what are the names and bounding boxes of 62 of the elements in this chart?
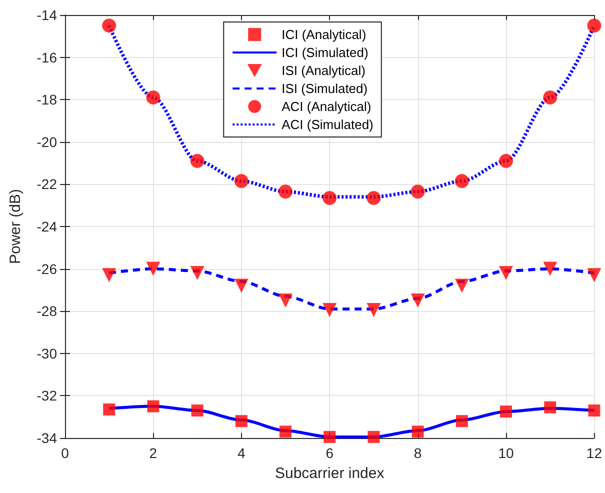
point — [322, 190, 337, 205]
point — [368, 430, 380, 443]
y-tick-label: -22 — [36, 176, 58, 192]
y-tick-label: -34 — [36, 430, 58, 446]
legend-label: ICI (Simulated) — [282, 45, 368, 60]
y-tick-label: -14 — [36, 7, 58, 23]
point — [587, 18, 602, 33]
point — [412, 426, 424, 438]
x-tick-label: 10 — [498, 445, 514, 461]
point — [588, 404, 600, 417]
point — [410, 294, 425, 308]
point — [191, 404, 204, 417]
y-tick-label: -20 — [36, 134, 58, 150]
point — [102, 18, 116, 33]
point — [544, 401, 556, 414]
point — [499, 266, 514, 280]
point — [543, 90, 558, 104]
point — [500, 406, 512, 418]
point — [410, 184, 425, 199]
x-tick-label: 12 — [586, 445, 602, 461]
point — [499, 154, 514, 168]
legend-label: ICI (Analytical) — [282, 27, 366, 42]
point — [103, 403, 116, 416]
point — [190, 266, 204, 280]
legend-label: ACI (Simulated) — [282, 117, 374, 132]
point — [587, 268, 602, 282]
point — [278, 294, 293, 308]
point — [146, 262, 160, 276]
point — [235, 415, 248, 428]
legend-label: ACI (Analytical) — [282, 99, 372, 114]
point — [146, 90, 160, 104]
y-tick-label: -30 — [36, 345, 58, 362]
x-tick-label: 8 — [414, 445, 422, 461]
point — [322, 303, 337, 318]
point — [456, 415, 468, 428]
legend-label: ISI (Simulated) — [282, 81, 368, 96]
y-tick-label: -24 — [36, 218, 58, 234]
point — [190, 154, 204, 168]
point — [324, 430, 336, 443]
y-tick-label: -28 — [36, 303, 58, 320]
point — [278, 184, 293, 199]
y-tick-label: -18 — [36, 92, 58, 108]
x-tick-label: 0 — [61, 445, 70, 461]
point — [147, 400, 160, 412]
point — [454, 174, 469, 188]
x-tick-label: 4 — [238, 445, 246, 461]
point — [280, 426, 292, 438]
x-tick-label: 2 — [149, 445, 158, 461]
y-tick-label: -16 — [36, 49, 58, 66]
point — [102, 268, 116, 282]
y-axis-title: Power (dB) — [7, 188, 24, 264]
y-tick-label: -26 — [36, 260, 58, 277]
y-tick-label: -32 — [36, 388, 58, 404]
point — [543, 262, 558, 276]
x-axis-title: Subcarrier index — [275, 465, 385, 482]
point — [366, 190, 381, 205]
point — [234, 278, 248, 293]
point — [366, 303, 381, 318]
point — [454, 278, 469, 293]
x-tick-label: 6 — [326, 445, 334, 461]
point — [234, 174, 248, 188]
legend-label: ISI (Analytical) — [282, 63, 366, 78]
